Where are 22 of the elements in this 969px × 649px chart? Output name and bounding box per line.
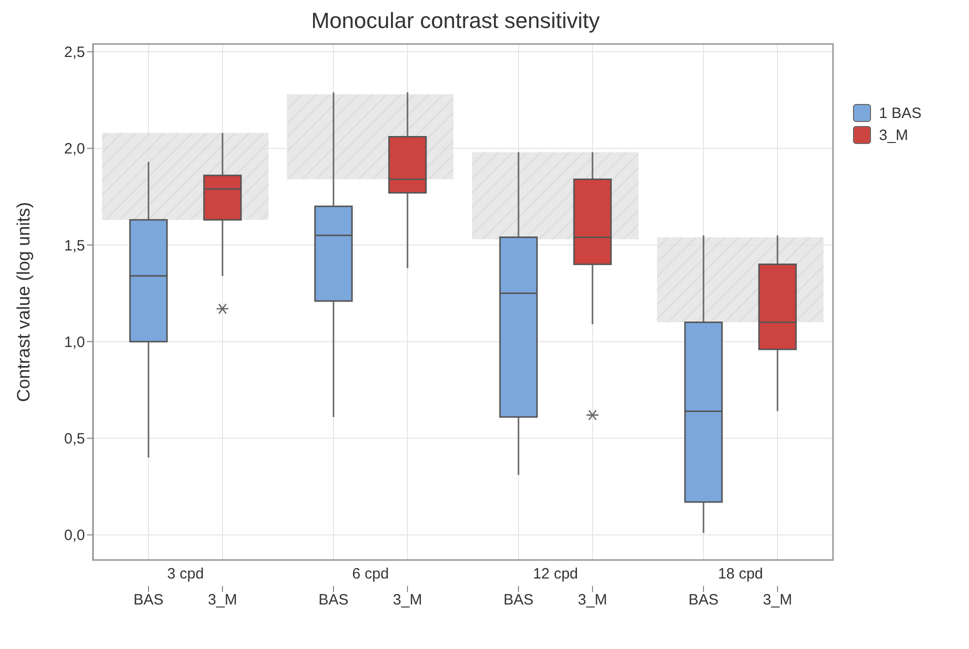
legend-label: 1 BAS [879, 104, 922, 122]
text: 3_M [392, 592, 422, 609]
y-tick-label: 2,5 [64, 44, 85, 62]
text: BAS [688, 592, 719, 609]
text: BAS [133, 592, 164, 609]
y-tick-label: 1,5 [64, 237, 85, 254]
y-axis-title: Contrast value (log units) [13, 202, 34, 402]
legend-label: 3_M [879, 126, 908, 144]
text: BAS [503, 592, 534, 609]
chart-title: Monocular contrast sensitivity [310, 8, 601, 34]
y-tick-label: 0,0 [64, 527, 85, 544]
y-tick-label: 2,0 [64, 140, 85, 158]
x-tick-label: 18 cpd [718, 566, 764, 583]
x-tick-label: 12 cpd [532, 566, 578, 583]
x-tick-label: 3 cpd [167, 566, 204, 583]
text: 3_M [208, 592, 238, 609]
text: 3_M [578, 592, 608, 609]
y-tick-label: 1,0 [64, 334, 85, 351]
x-tick-label: 6 cpd [352, 566, 389, 583]
y-tick-label: 0,5 [64, 430, 85, 448]
text: 3_M [762, 592, 792, 609]
text: BAS [318, 592, 349, 609]
